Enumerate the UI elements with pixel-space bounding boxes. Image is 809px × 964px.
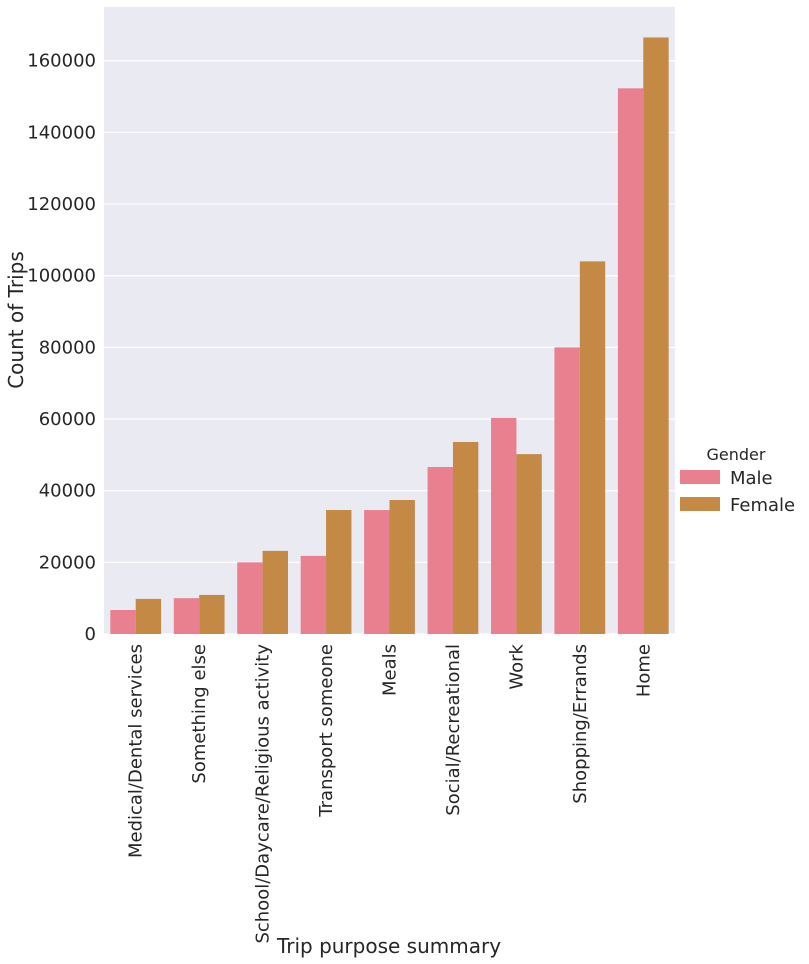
y-tick-label: 80000 xyxy=(39,337,96,358)
bar-male xyxy=(617,88,644,634)
x-tick-label: Shopping/Errands xyxy=(570,644,591,804)
x-axis-label: Trip purpose summary xyxy=(276,934,501,958)
bar-female xyxy=(199,594,225,634)
legend-swatch-male xyxy=(680,470,720,484)
bar-male xyxy=(554,347,580,634)
bar-female xyxy=(516,454,542,634)
x-tick-label: Transport someone xyxy=(316,644,337,818)
bar-female xyxy=(135,598,162,634)
legend-swatch-female xyxy=(680,497,720,511)
y-tick-label: 0 xyxy=(85,624,96,645)
y-tick-label: 160000 xyxy=(27,51,96,72)
y-tick-label: 60000 xyxy=(39,409,96,430)
bar-male xyxy=(173,598,200,634)
y-axis-ticks: 0 20000 40000 60000 80000 100000 120000 140000 1… xyxy=(27,51,96,645)
bar-female xyxy=(579,261,606,634)
y-tick-label: 140000 xyxy=(27,122,96,143)
bar-male xyxy=(110,609,136,634)
x-tick-label: Medical/Dental services xyxy=(126,644,147,858)
y-tick-label: 40000 xyxy=(39,481,96,502)
y-tick-label: 100000 xyxy=(27,266,96,287)
legend-title: Gender xyxy=(707,445,766,464)
bar-female xyxy=(389,500,415,634)
x-tick-label: Meals xyxy=(380,644,401,696)
bar-female xyxy=(643,37,669,634)
bar-male xyxy=(427,467,453,634)
y-tick-label: 20000 xyxy=(39,552,96,573)
legend: Gender Male Female xyxy=(680,445,795,516)
y-axis-label: Count of Trips xyxy=(4,251,28,389)
x-tick-label: Home xyxy=(633,644,654,697)
x-axis-ticks: Medical/Dental services Something else Sch… xyxy=(126,643,655,943)
y-tick-label: 120000 xyxy=(27,194,96,215)
x-tick-label: School/Daycare/Religious activity xyxy=(253,644,274,944)
bar-female xyxy=(326,510,352,634)
bar-female xyxy=(262,550,288,634)
x-tick-label: Social/Recreational xyxy=(443,644,464,816)
bars xyxy=(110,37,669,634)
x-tick-label: Something else xyxy=(189,644,210,784)
bar-male xyxy=(364,510,390,634)
legend-label-female: Female xyxy=(730,495,795,516)
bar-male xyxy=(237,562,263,634)
legend-label-male: Male xyxy=(730,468,773,489)
bar-male xyxy=(491,417,517,634)
bar-male xyxy=(300,555,327,634)
bar-female xyxy=(452,441,479,634)
x-tick-label: Work xyxy=(506,643,527,689)
